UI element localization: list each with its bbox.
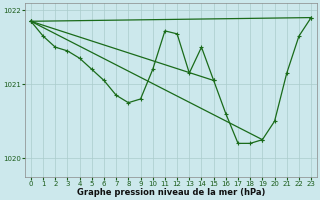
X-axis label: Graphe pression niveau de la mer (hPa): Graphe pression niveau de la mer (hPa): [77, 188, 265, 197]
